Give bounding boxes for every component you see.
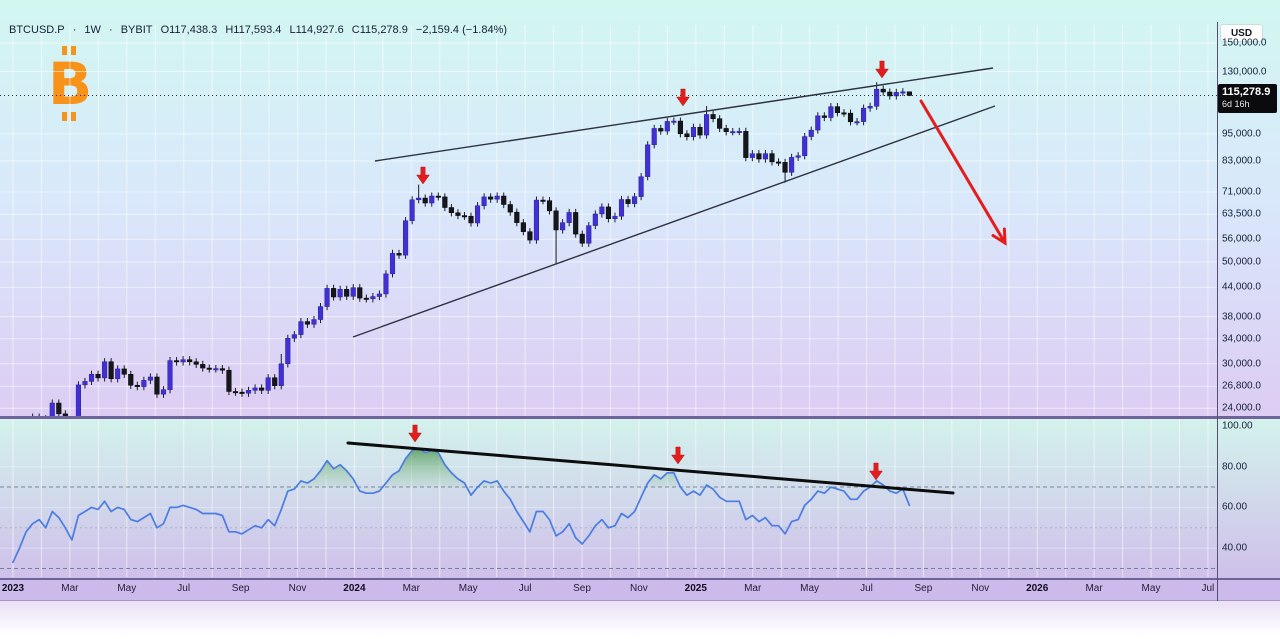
price-axis-label: 63,500.0 [1222, 208, 1261, 220]
price-axis-label: 56,000.0 [1222, 233, 1261, 245]
price-axis-label: 150,000.0 [1222, 37, 1267, 49]
time-axis-label: Mar [1085, 583, 1103, 594]
price-axis-label: 130,000.0 [1222, 66, 1267, 78]
bitcoin-logo-tick [71, 46, 76, 55]
time-axis-label: Jul [1201, 583, 1215, 594]
bitcoin-logo-tick [62, 112, 67, 121]
bottom-fade [0, 601, 1280, 639]
price-axis-label: 30,000.0 [1222, 358, 1261, 370]
symbol-name[interactable]: BTCUSD.P [9, 24, 65, 36]
time-axis-label: May [458, 583, 478, 594]
price-axis-label: 24,000.0 [1222, 402, 1261, 414]
price-axis-label: 71,000.0 [1222, 186, 1261, 198]
high-value: H117,593.4 [225, 24, 282, 36]
rsi-axis-label: 60.00 [1222, 501, 1248, 513]
time-axis-label: Mar [744, 583, 762, 594]
last-price-label: 115,278.9 6d 16h [1218, 84, 1277, 113]
time-axis-label: May [117, 583, 137, 594]
legend-separator: · [72, 24, 77, 36]
low-value: L114,927.6 [289, 24, 344, 36]
price-axis-label: 44,000.0 [1222, 281, 1261, 293]
currency-toggle-button[interactable]: USD [1221, 25, 1262, 41]
time-axis-label: 2025 [684, 583, 707, 594]
time-axis-label: Nov [971, 583, 990, 594]
time-axis-label: Jul [518, 583, 532, 594]
bitcoin-logo-tick [62, 46, 67, 55]
time-axis-label: Jul [860, 583, 873, 594]
legend-separator: · [108, 24, 113, 36]
time-axis[interactable] [0, 578, 1280, 601]
time-axis-label: Sep [231, 583, 250, 594]
price-axis-label: 83,000.0 [1222, 155, 1261, 167]
price-axis-label: 26,800.0 [1222, 380, 1261, 392]
last-price-value: 115,278.9 [1222, 86, 1271, 98]
time-axis-label: 2026 [1026, 583, 1049, 594]
time-axis-label: Mar [61, 583, 79, 594]
time-axis-label: Nov [629, 583, 648, 594]
time-axis-label: Mar [402, 583, 420, 594]
time-axis-label: Sep [914, 583, 933, 594]
rsi-axis-label: 80.00 [1222, 461, 1248, 473]
open-value: O117,438.3 [160, 24, 218, 36]
change-value: −2,159.4 (−1.84%) [415, 24, 508, 36]
rsi-axis-label: 40.00 [1222, 542, 1248, 554]
price-axis-label: 50,000.0 [1222, 256, 1261, 268]
exchange-label: BYBIT [120, 24, 153, 36]
timeframe-label[interactable]: 1W [84, 24, 101, 36]
price-axis-label: 34,000.0 [1222, 333, 1261, 345]
time-axis-label: May [1141, 583, 1161, 594]
pane-divider[interactable] [0, 416, 1280, 419]
time-axis-label: 2024 [343, 583, 366, 594]
price-axis-label: 38,000.0 [1222, 311, 1261, 323]
close-value: C115,278.9 [351, 24, 408, 36]
price-pane-background [0, 0, 1280, 417]
bar-countdown: 6d 16h [1222, 99, 1250, 109]
time-axis-label: 2023 [1, 583, 25, 594]
time-axis-label: Jul [177, 583, 191, 594]
time-axis-border [0, 600, 1280, 601]
bitcoin-logo-tick [71, 112, 76, 121]
rsi-axis-label: 100.00 [1222, 420, 1253, 432]
time-axis-label: Sep [573, 583, 591, 594]
price-axis-border [1217, 22, 1218, 601]
time-axis-label: May [800, 583, 820, 594]
time-axis-label: Nov [288, 583, 307, 594]
symbol-legend[interactable]: BTCUSD.P · 1W · BYBIT O117,438.3 H117,59… [9, 24, 512, 36]
price-axis-label: 95,000.0 [1222, 128, 1261, 140]
